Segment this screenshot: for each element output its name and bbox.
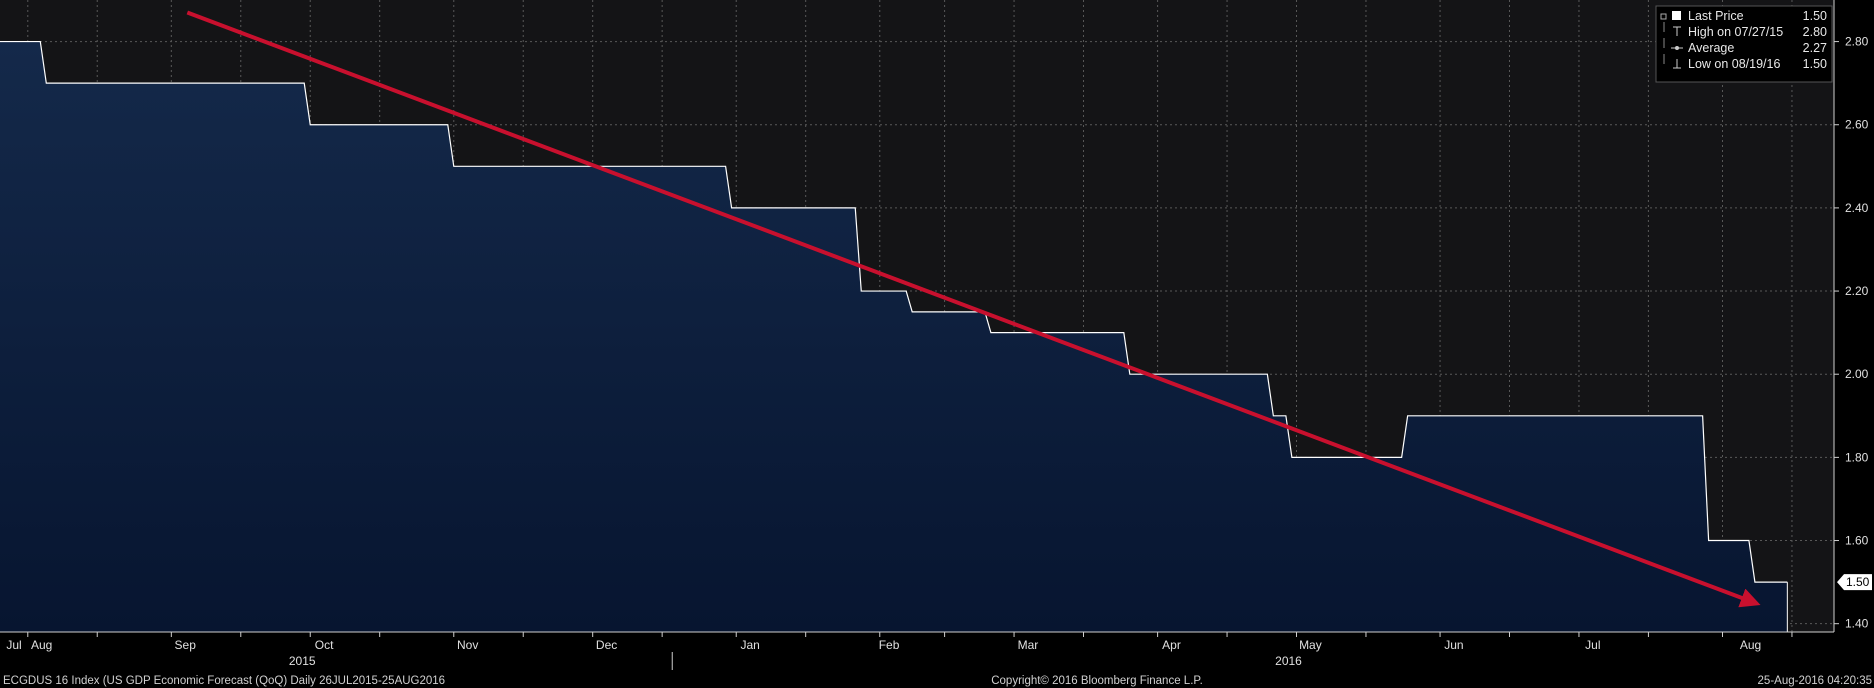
series-line-last-price [0,40,1788,583]
x-tick-label: Jan [740,638,759,652]
year-label: 2016 [1275,654,1302,668]
y-tick-label: 1.40 [1845,617,1869,631]
y-axis-panel [1834,0,1874,632]
x-tick-label: Dec [596,638,617,652]
area-series [0,40,1788,632]
footer-copyright: Copyright© 2016 Bloomberg Finance L.P. [991,675,1203,687]
legend-box [1655,5,1833,83]
y-tick-label: 2.80 [1845,35,1869,49]
y-axis: 1.40 1.60 1.80 2.00 2.20 2.40 2.60 2.80 1.50 [1833,0,1874,632]
legend-item: Average 2.27 [1663,38,1827,55]
x-tick-label: Aug [1740,638,1761,652]
x-tick-label: May [1299,638,1322,652]
x-tick-label: Mar [1018,638,1039,652]
x-tick-label: Jul [6,638,21,652]
year-label: 2015 [289,654,316,668]
y-tick-label: 2.20 [1845,284,1869,298]
x-tick-label: Feb [879,638,900,652]
x-tick-label: Oct [315,638,334,652]
x-tick-label: Apr [1162,638,1181,652]
y-tick-label: 1.60 [1845,534,1869,548]
legend-high-icon [1673,26,1681,36]
legend-square-icon [1672,11,1681,20]
legend-item: Last Price 1.50 [1660,9,1827,23]
legend-item: High on 07/27/15 2.80 [1663,22,1827,39]
x-axis-panel [0,632,1834,672]
legend-label: Low on 08/19/16 [1688,57,1780,71]
legend-collapse-icon [1660,13,1667,20]
legend-low-icon [1673,59,1681,69]
trend-arrow [186,10,1761,608]
last-value-label: 1.50 [1846,575,1870,589]
footer-left-text: ECGDUS 16 Index (US GDP Economic Forecas… [3,675,445,687]
legend-average-dot [1675,46,1679,50]
legend-label: Last Price [1688,9,1744,23]
x-tick-label: Jun [1444,638,1463,652]
y-tick-label: 1.80 [1845,450,1869,464]
legend-value: 2.27 [1803,41,1827,55]
legend-value: 1.50 [1803,57,1827,71]
last-value-marker [1837,574,1872,591]
footer-background [0,672,1874,688]
legend-label: Average [1688,41,1734,55]
series-area-fill [0,41,1788,632]
x-tick-label: Nov [457,638,478,652]
x-tick-label: Sep [175,638,197,652]
legend-label: High on 07/27/15 [1688,25,1783,39]
x-tick-label: Aug [31,638,52,652]
y-tick-label: 2.40 [1845,201,1869,215]
legend-item: Low on 08/19/16 1.50 [1663,54,1827,71]
x-axis: Jul Aug Sep Oct Nov Dec Jan Feb Mar Apr May Jun Jul A… [0,631,1834,672]
footer: ECGDUS 16 Index (US GDP Economic Forecas… [0,672,1874,688]
y-tick-label: 2.60 [1845,118,1869,132]
x-tick-label: Jul [1585,638,1600,652]
legend-value: 2.80 [1803,25,1827,39]
trend-arrow-line [186,10,1761,608]
y-tick-label: 2.00 [1845,367,1869,381]
legend-value: 1.50 [1803,9,1827,23]
footer-timestamp: 25-Aug-2016 04:20:35 [1758,675,1872,687]
